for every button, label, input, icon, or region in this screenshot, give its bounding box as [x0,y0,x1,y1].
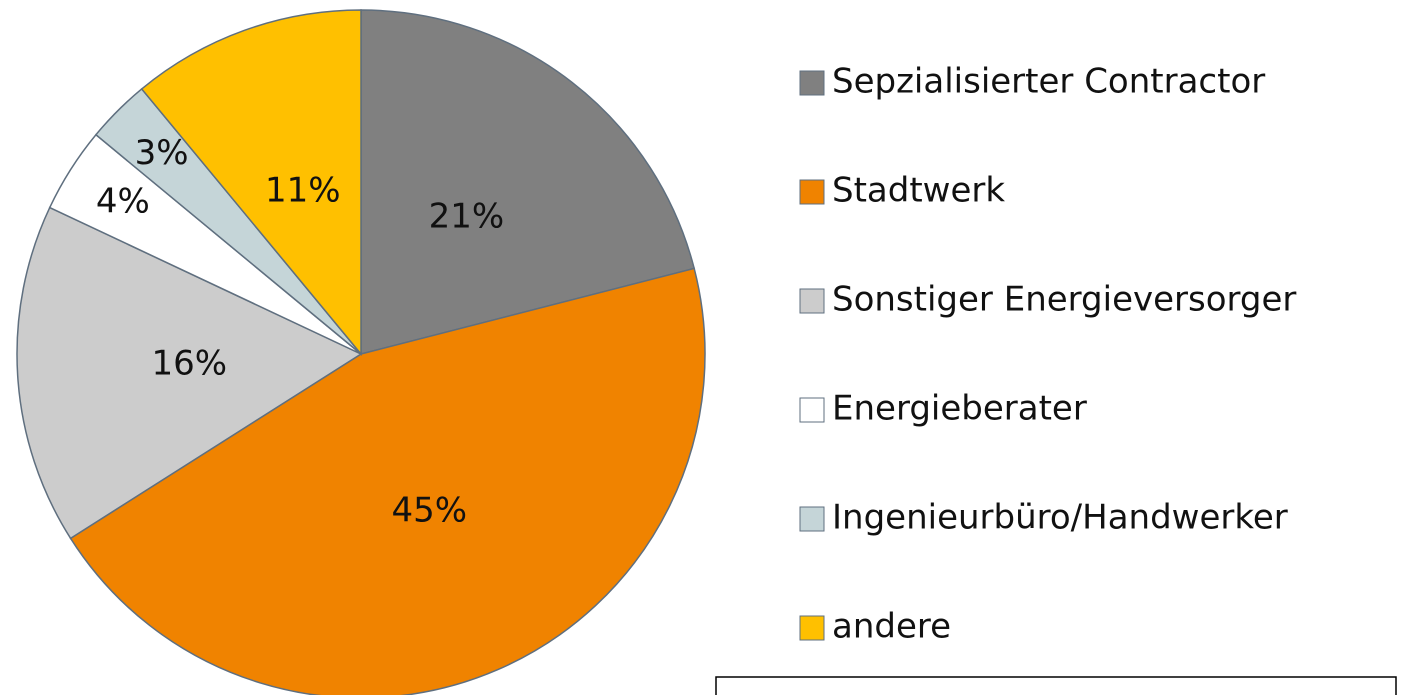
legend-swatch [799,615,825,641]
legend-label: Stadtwerk [832,171,1005,211]
legend-label: andere [832,607,951,647]
legend-swatch [799,397,825,423]
data-label: 11% [265,171,341,211]
data-label: 16% [152,343,228,383]
legend-swatch [799,288,825,314]
legend-label: Sonstiger Energieversorger [832,280,1296,320]
pie-slice [360,9,696,355]
legend-label: Ingenieurbüro/Handwerker [832,498,1288,538]
legend-swatch [799,70,825,96]
text-box [715,676,1397,695]
legend-label: Energieberater [832,389,1087,429]
legend-swatch [799,506,825,532]
data-label: 3% [135,133,189,173]
pie-slice [69,267,706,695]
data-label: 21% [429,197,505,237]
data-label: 4% [96,181,150,221]
legend-swatch [799,179,825,205]
pie-slice [140,9,362,357]
legend-label: Sepzialisierter Contractor [832,62,1265,102]
data-label: 45% [392,490,468,530]
pie-slice [16,206,363,540]
